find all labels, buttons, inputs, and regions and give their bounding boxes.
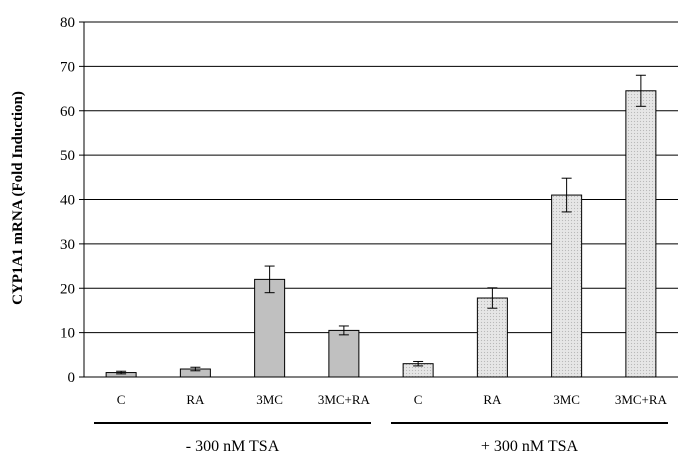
y-tick-label: 50 — [60, 148, 75, 164]
x-tick-label: C — [117, 392, 126, 407]
labels: 0 10 20 30 40 50 60 70 80 C RA 3MC 3MC+RA C RA 3MC 3MC+R… — [60, 15, 668, 455]
x-tick-label: 3MC+RA — [318, 392, 371, 407]
x-tick-label: 3MC+RA — [615, 392, 668, 407]
bar — [254, 278, 286, 378]
bars — [105, 74, 657, 378]
y-tick-label: 60 — [60, 104, 75, 120]
bar — [328, 329, 360, 378]
x-tick-label: RA — [186, 392, 205, 407]
axes — [79, 21, 678, 378]
y-tick-label: 0 — [68, 370, 76, 386]
y-tick-label: 40 — [60, 193, 75, 209]
y-tick-label: 20 — [60, 281, 75, 297]
x-tick-label: 3MC — [553, 392, 580, 407]
bar — [625, 90, 657, 378]
x-tick-label: 3MC — [256, 392, 283, 407]
x-tick-label: C — [414, 392, 423, 407]
y-tick-label: 80 — [60, 15, 75, 31]
y-axis-label: CYP1A1 mRNA (Fold Induction) — [10, 91, 26, 305]
y-tick-label: 30 — [60, 237, 75, 253]
bar — [551, 194, 583, 378]
y-tick-label: 10 — [60, 326, 75, 342]
gridlines — [84, 21, 678, 334]
bar — [476, 297, 508, 378]
group-label: + 300 nM TSA — [481, 438, 579, 455]
group-label: - 300 nM TSA — [186, 438, 280, 455]
y-tick-label: 70 — [60, 59, 75, 75]
x-tick-label: RA — [483, 392, 502, 407]
